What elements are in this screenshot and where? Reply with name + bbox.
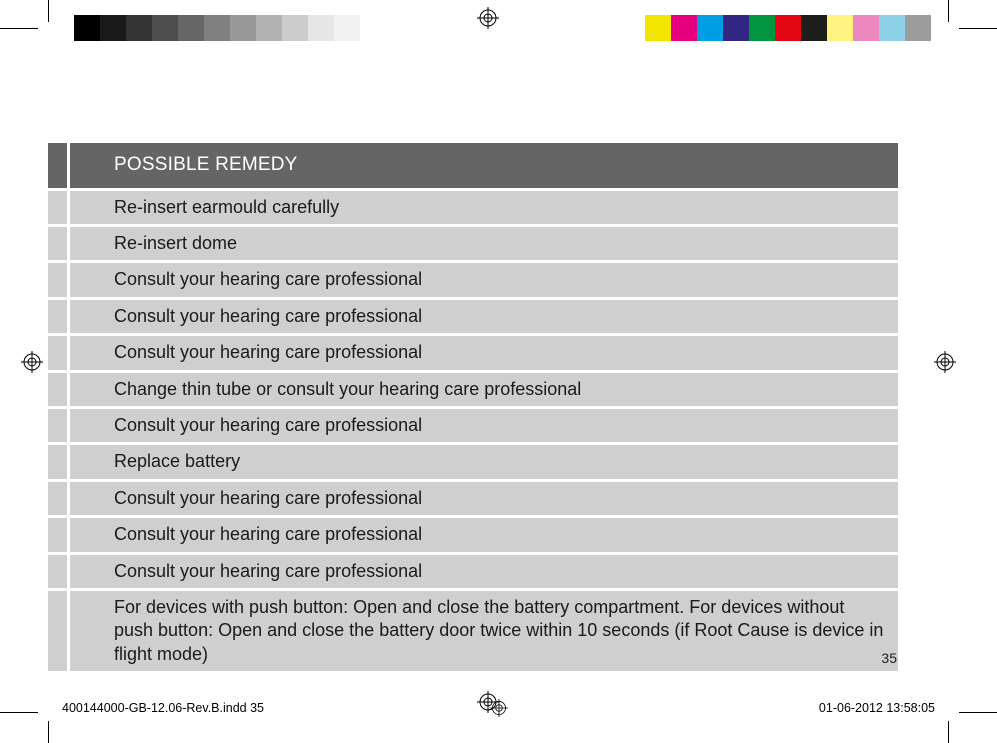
table-header: POSSIBLE REMEDY [70,143,898,188]
swatch [905,15,931,41]
table-row: Re-insert dome [48,227,898,260]
swatch [827,15,853,41]
swatch [334,15,360,41]
crop-mark [948,721,949,743]
swatch [879,15,905,41]
row-stub [48,263,67,296]
row-stub [48,373,67,406]
remedy-cell: Consult your hearing care professional [70,409,898,442]
swatch [152,15,178,41]
table-row: Re-insert earmould carefully [48,191,898,224]
swatch [801,15,827,41]
table-row: Consult your hearing care professional [48,409,898,442]
swatch [74,15,100,41]
remedy-cell: Consult your hearing care professional [70,518,898,551]
table-row: Consult your hearing care professional [48,336,898,369]
remedy-cell: Consult your hearing care professional [70,300,898,333]
footer-timestamp: 01-06-2012 13:58:05 [819,701,935,715]
crop-mark [0,28,38,29]
swatch [126,15,152,41]
remedy-cell: Consult your hearing care professional [70,482,898,515]
remedy-cell: For devices with push button: Open and c… [70,591,898,671]
registration-mark-icon [477,7,499,29]
table-row: Consult your hearing care professional [48,518,898,551]
row-stub [48,336,67,369]
crop-mark [959,28,997,29]
crop-mark [48,721,49,743]
table-row: Consult your hearing care professional [48,300,898,333]
swatch [308,15,334,41]
registration-mark-icon [490,699,508,720]
row-stub [48,482,67,515]
swatch [230,15,256,41]
swatch [775,15,801,41]
row-stub [48,518,67,551]
grayscale-colorbar [74,15,386,41]
footer-filename: 400144000-GB-12.06-Rev.B.indd 35 [62,701,264,715]
registration-mark-icon [21,351,43,373]
crop-mark [0,712,38,713]
remedy-cell: Replace battery [70,445,898,478]
remedy-cell: Re-insert earmould carefully [70,191,898,224]
crop-mark [959,712,997,713]
table-row: Consult your hearing care professional [48,263,898,296]
swatch [204,15,230,41]
table-row: Change thin tube or consult your hearing… [48,373,898,406]
table-row: Consult your hearing care professional [48,555,898,588]
swatch [100,15,126,41]
swatch [645,15,671,41]
crop-mark [948,0,949,22]
header-stub [48,143,67,188]
table-row: Replace battery [48,445,898,478]
remedy-table: POSSIBLE REMEDY Re-insert earmould caref… [48,143,898,674]
row-stub [48,227,67,260]
table-row: Consult your hearing care professional [48,482,898,515]
remedy-cell: Consult your hearing care professional [70,555,898,588]
swatch [697,15,723,41]
table-header-row: POSSIBLE REMEDY [48,143,898,188]
swatch [178,15,204,41]
row-stub [48,555,67,588]
swatch [256,15,282,41]
remedy-cell: Change thin tube or consult your hearing… [70,373,898,406]
crop-mark [48,0,49,22]
row-stub [48,445,67,478]
remedy-cell: Consult your hearing care professional [70,336,898,369]
registration-mark-icon [934,351,956,373]
row-stub [48,191,67,224]
swatch [282,15,308,41]
swatch [360,15,386,41]
page-number: 35 [881,650,897,666]
swatch [723,15,749,41]
swatch [671,15,697,41]
remedy-cell: Consult your hearing care professional [70,263,898,296]
row-stub [48,591,67,671]
remedy-cell: Re-insert dome [70,227,898,260]
swatch [853,15,879,41]
row-stub [48,300,67,333]
table-row: For devices with push button: Open and c… [48,591,898,671]
footer-slug: 400144000-GB-12.06-Rev.B.indd 35 01-06-2… [62,701,935,715]
swatch [749,15,775,41]
row-stub [48,409,67,442]
color-colorbar [645,15,931,41]
